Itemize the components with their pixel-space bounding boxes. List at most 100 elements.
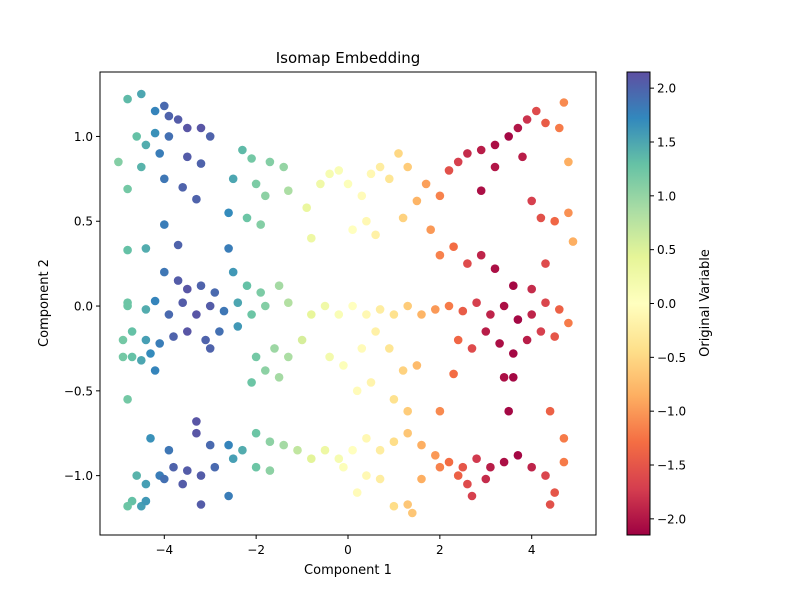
scatter-point (495, 339, 504, 348)
scatter-point (522, 335, 532, 345)
scatter-point (251, 428, 261, 438)
scatter-point (141, 244, 151, 253)
scatter-point (375, 445, 385, 455)
scatter-point (431, 305, 440, 314)
scatter-point (463, 259, 472, 268)
scatter-point (297, 335, 307, 345)
scatter-point (334, 454, 344, 464)
scatter-point (160, 174, 169, 184)
scatter-point (247, 154, 256, 163)
scatter-point (233, 298, 243, 308)
scatter-point (118, 335, 128, 345)
scatter-point (559, 457, 569, 467)
scatter-point (150, 366, 160, 375)
scatter-point (256, 288, 266, 297)
scatter-point (160, 101, 169, 111)
scatter-point (527, 284, 536, 294)
scatter-point (325, 352, 334, 362)
scatter-point (362, 310, 371, 319)
scatter-point (141, 140, 151, 150)
scatter-point (251, 352, 261, 362)
scatter-point (555, 305, 564, 314)
scatter-point (307, 454, 316, 464)
scatter-point (118, 352, 128, 362)
scatter-point (302, 203, 312, 212)
scatter-point (183, 284, 192, 294)
colorbar-tick-label: 2.0 (657, 82, 676, 96)
scatter-point (261, 366, 270, 375)
scatter-point (550, 216, 559, 226)
scatter-point (320, 445, 330, 455)
colorbar-tick-label: −0.5 (657, 351, 686, 365)
scatter-point (123, 301, 132, 311)
scatter-point (192, 194, 201, 204)
x-tick-label: 2 (436, 543, 444, 557)
scatter-point (114, 157, 123, 167)
scatter-point (444, 457, 454, 467)
y-tick-label: 1.0 (74, 130, 93, 144)
scatter-point (228, 454, 238, 464)
y-tick-label: 0.5 (74, 215, 93, 229)
scatter-point (150, 106, 160, 116)
scatter-point (389, 501, 399, 511)
scatter-point (242, 281, 252, 291)
scatter-point (196, 123, 206, 133)
scatter-point (513, 451, 523, 460)
scatter-point (398, 213, 408, 223)
scatter-point (352, 488, 362, 497)
scatter-point (196, 471, 206, 480)
scatter-point (435, 250, 445, 260)
scatter-point (320, 301, 330, 311)
scatter-point (453, 157, 463, 167)
scatter-point (371, 327, 380, 336)
scatter-point (476, 145, 486, 155)
colorbar-tick-label: 1.0 (657, 189, 676, 203)
scatter-point (385, 174, 394, 184)
scatter-point (261, 301, 270, 311)
scatter-points (114, 89, 578, 518)
scatter-point (215, 327, 224, 336)
scatter-point (141, 496, 151, 506)
scatter-point (435, 191, 445, 201)
scatter-point (550, 332, 559, 341)
x-tick-label: −2 (247, 543, 265, 557)
scatter-point (394, 149, 403, 158)
scatter-point (196, 281, 206, 291)
scatter-point (357, 344, 367, 353)
scatter-point (224, 244, 233, 253)
scatter-point (467, 491, 477, 501)
scatter-point (352, 386, 362, 396)
scatter-point (146, 349, 155, 358)
scatter-point (421, 179, 431, 189)
scatter-point (564, 157, 573, 167)
scatter-point (123, 395, 132, 404)
scatter-point (238, 445, 247, 455)
colorbar-tick-label: 1.5 (657, 135, 676, 149)
scatter-point (343, 179, 353, 189)
scatter-point (527, 310, 536, 319)
scatter-point (403, 500, 413, 509)
scatter-point (164, 445, 174, 455)
scatter-point (417, 310, 426, 319)
scatter-point (435, 462, 445, 472)
x-axis-ticks: −4 −2 0 2 4 (155, 535, 536, 557)
scatter-point (160, 267, 169, 277)
scatter-point (178, 479, 187, 489)
scatter-point (490, 162, 500, 172)
scatter-point (527, 196, 536, 206)
scatter-point (256, 220, 266, 229)
scatter-point (371, 230, 380, 240)
scatter-point (284, 352, 293, 362)
scatter-point (183, 123, 192, 133)
scatter-point (527, 462, 536, 472)
scatter-point (169, 332, 178, 341)
scatter-point (541, 118, 550, 128)
scatter-point (366, 378, 376, 387)
scatter-point (458, 462, 468, 472)
x-tick-label: 4 (528, 543, 536, 557)
scatter-point (362, 471, 371, 480)
scatter-point (284, 298, 293, 308)
scatter-point (564, 318, 573, 328)
scatter-point (173, 115, 183, 124)
scatter-point (476, 250, 486, 260)
